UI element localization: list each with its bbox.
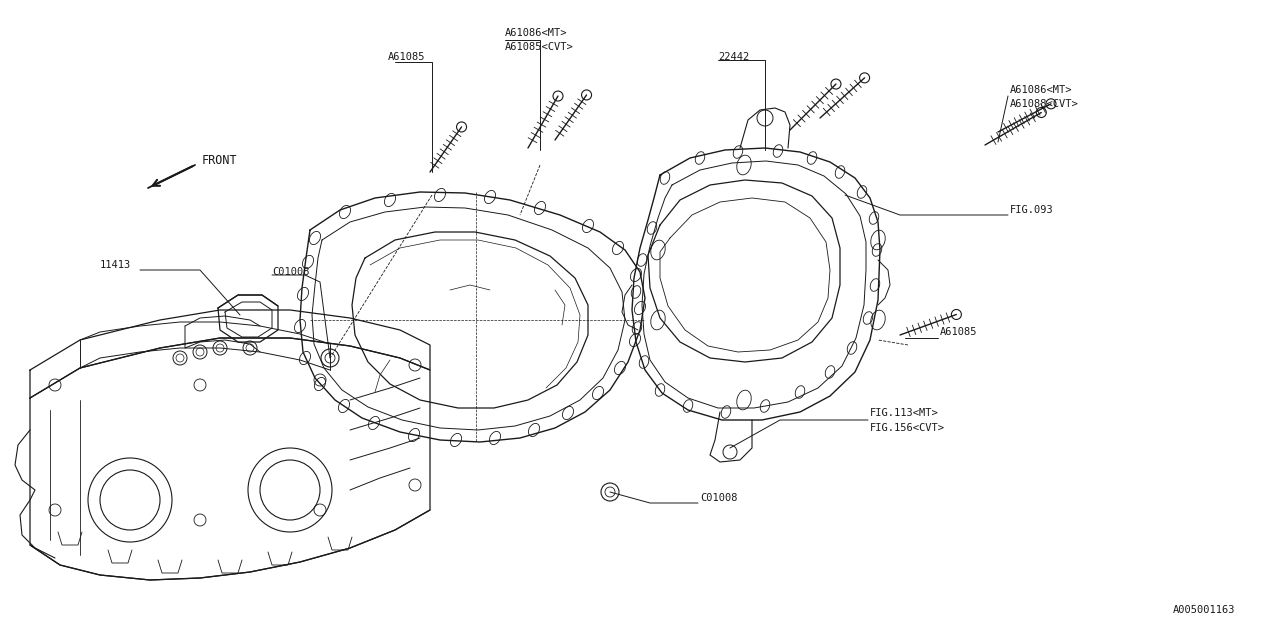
Text: 22442: 22442 [718, 52, 749, 62]
Text: A61085: A61085 [388, 52, 425, 62]
Circle shape [951, 310, 961, 319]
Text: FIG.093: FIG.093 [1010, 205, 1053, 215]
Circle shape [196, 348, 204, 356]
Text: A61086<MT>: A61086<MT> [506, 28, 567, 38]
Text: A005001163: A005001163 [1172, 605, 1235, 615]
Circle shape [216, 344, 224, 352]
Circle shape [860, 73, 869, 83]
Text: A61088<CVT>: A61088<CVT> [1010, 99, 1079, 109]
Text: C01008: C01008 [700, 493, 737, 503]
Circle shape [581, 90, 591, 100]
Text: 11413: 11413 [100, 260, 132, 270]
Circle shape [193, 345, 207, 359]
Circle shape [553, 91, 563, 101]
Text: C01008: C01008 [273, 267, 310, 277]
Text: A61085<CVT>: A61085<CVT> [506, 42, 573, 52]
Circle shape [602, 483, 620, 501]
Circle shape [756, 110, 773, 126]
Text: FRONT: FRONT [202, 154, 238, 166]
Text: FIG.156<CVT>: FIG.156<CVT> [870, 423, 945, 433]
Circle shape [177, 354, 184, 362]
Circle shape [173, 351, 187, 365]
Circle shape [212, 341, 227, 355]
Circle shape [1046, 99, 1056, 109]
Circle shape [1037, 108, 1046, 118]
Circle shape [321, 349, 339, 367]
Text: A61085: A61085 [940, 327, 978, 337]
Circle shape [723, 445, 737, 459]
Circle shape [457, 122, 466, 132]
Circle shape [243, 341, 257, 355]
Text: FIG.113<MT>: FIG.113<MT> [870, 408, 938, 418]
Circle shape [246, 344, 253, 352]
Circle shape [831, 79, 841, 89]
Text: A61086<MT>: A61086<MT> [1010, 85, 1073, 95]
